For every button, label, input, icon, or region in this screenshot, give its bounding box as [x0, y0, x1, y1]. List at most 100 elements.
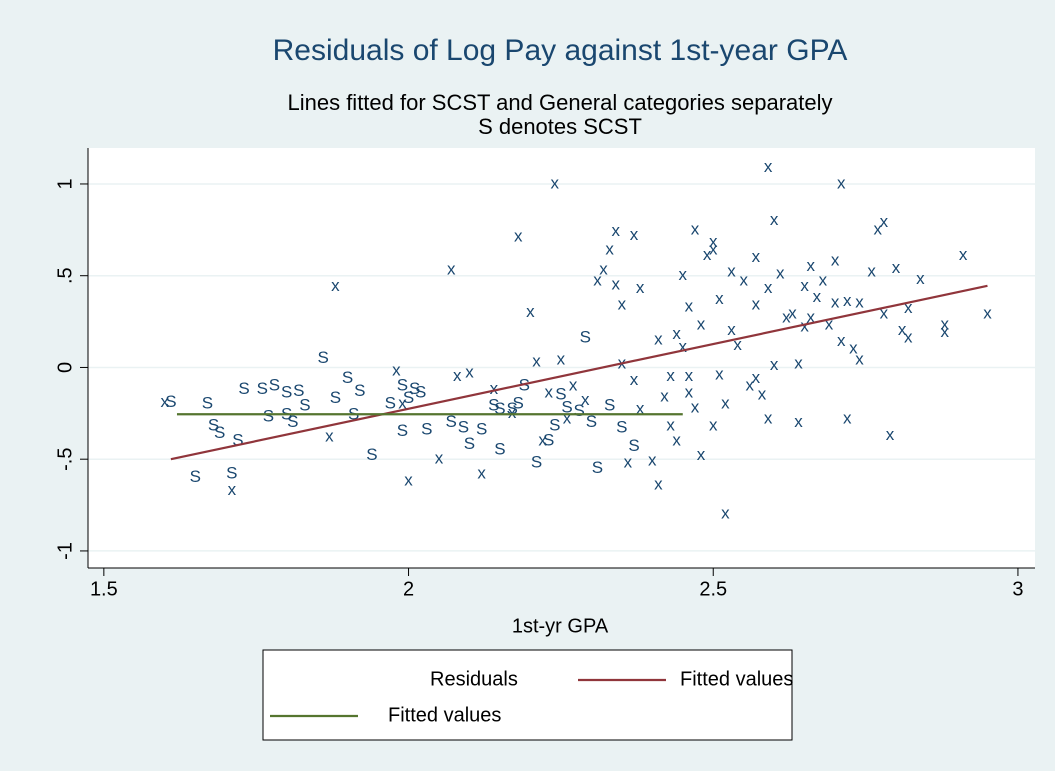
point: x [404, 471, 413, 490]
point: S [531, 452, 542, 471]
point: x [228, 480, 237, 499]
point: x [654, 474, 663, 493]
point: x [392, 361, 401, 380]
point: x [630, 370, 639, 389]
point: x [435, 449, 444, 468]
point: S [446, 412, 457, 431]
subtitle: S denotes SCST [478, 114, 642, 139]
point: x [898, 320, 907, 339]
point: S [385, 394, 396, 413]
x-axis-label: 1st-yr GPA [512, 615, 609, 637]
point: x [654, 329, 663, 348]
point: x [679, 337, 688, 356]
point: x [739, 271, 748, 290]
point: x [752, 247, 761, 266]
point: x [636, 278, 645, 297]
point: x [874, 219, 883, 238]
point: S [190, 467, 201, 486]
point: x [679, 265, 688, 284]
point: x [611, 221, 620, 240]
point: x [941, 322, 950, 341]
point: x [794, 353, 803, 372]
point: x [904, 328, 913, 347]
point: x [611, 274, 620, 293]
point: x [161, 392, 170, 411]
point: S [342, 368, 353, 387]
point: x [733, 335, 742, 354]
point: S [580, 328, 591, 347]
point: x [788, 304, 797, 323]
point: S [281, 383, 292, 402]
point: x [490, 379, 499, 398]
point: x [691, 397, 700, 416]
point: S [226, 463, 237, 482]
point: x [514, 227, 523, 246]
point: x [563, 408, 572, 427]
point: x [618, 295, 627, 314]
point: x [764, 408, 773, 427]
point: x [941, 315, 950, 334]
point: x [666, 416, 675, 435]
y-tick-label: 1 [54, 178, 76, 189]
point: S [555, 384, 566, 403]
x-tick-label: 1.5 [90, 578, 118, 600]
point: x [892, 258, 901, 277]
legend-label: Fitted values [680, 668, 793, 690]
point: x [709, 240, 718, 259]
y-tick-label: 0 [54, 362, 76, 373]
point: x [831, 293, 840, 312]
point: S [494, 399, 505, 418]
point: x [770, 355, 779, 374]
point: x [764, 278, 773, 297]
point: S [616, 417, 627, 436]
point: x [526, 302, 535, 321]
point: x [880, 212, 889, 231]
x-tick-label: 2 [403, 578, 414, 600]
point: x [685, 383, 694, 402]
point: x [983, 304, 992, 323]
point: S [208, 416, 219, 435]
point: x [721, 394, 730, 413]
point: x [837, 331, 846, 350]
subtitle: Lines fitted for SCST and General catego… [287, 90, 832, 115]
legend-label: Fitted values [388, 704, 501, 726]
y-tick-label: -1 [54, 542, 76, 560]
point: S [403, 388, 414, 407]
point: S [513, 394, 524, 413]
point: x [605, 240, 614, 259]
point: x [581, 390, 590, 409]
y-tick-label: -.5 [54, 448, 76, 471]
point: x [508, 403, 517, 422]
point: S [415, 383, 426, 402]
point: S [318, 348, 329, 367]
point: S [238, 379, 249, 398]
point: x [849, 339, 858, 358]
point: x [794, 412, 803, 431]
point: S [409, 379, 420, 398]
point: x [825, 315, 834, 334]
point: x [532, 351, 541, 370]
point: x [709, 232, 718, 251]
point: S [330, 388, 341, 407]
point: x [843, 291, 852, 310]
point: x [782, 307, 791, 326]
point: x [636, 399, 645, 418]
point: x [752, 295, 761, 314]
point: x [855, 293, 864, 312]
point: S [458, 417, 469, 436]
point: S [202, 394, 213, 413]
point: S [574, 401, 585, 420]
point: x [672, 430, 681, 449]
point: x [544, 383, 553, 402]
x-tick-label: 2.5 [699, 578, 727, 600]
point: x [685, 296, 694, 315]
point: x [599, 260, 608, 279]
point: x [800, 276, 809, 295]
point: x [831, 251, 840, 270]
point: x [660, 386, 669, 405]
point: x [746, 375, 755, 394]
point: x [715, 364, 724, 383]
x-tick-label: 3 [1012, 578, 1023, 600]
point: S [586, 412, 597, 431]
